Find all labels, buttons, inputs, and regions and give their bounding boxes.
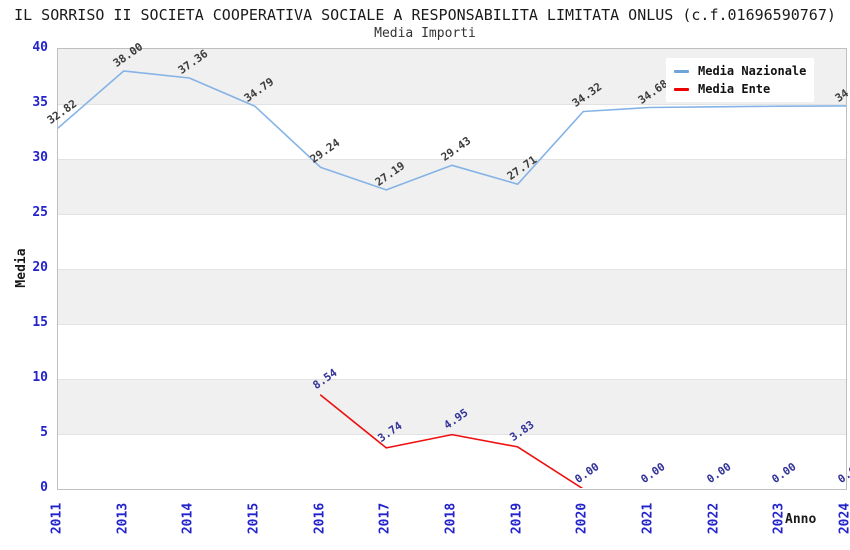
plot-area: 32.82 38.00 37.36 34.79 29.24 27.19 29.43 27.71… (45, 40, 850, 490)
legend: Media Nazionale Media Ente (666, 58, 814, 102)
x-tick-label: 2014 (180, 502, 196, 535)
gridline (58, 323, 846, 325)
point-labels-layer: 32.82 38.00 37.36 34.79 29.24 27.19 29.43 27.71… (45, 40, 850, 489)
legend-item-media-ente: Media Ente (674, 82, 814, 96)
point-label: 4.95 (441, 405, 471, 432)
x-tick-label: 2021 (640, 502, 656, 535)
x-tick-label: 2016 (312, 502, 328, 535)
y-tick-label: 20 (32, 260, 48, 275)
x-tick-label: 2011 (49, 502, 65, 535)
point-label: 29.43 (438, 134, 474, 165)
point-label: 0.00 (572, 460, 602, 486)
point-label: 34.79 (241, 75, 277, 106)
y-tick-label: 0 (40, 480, 48, 495)
x-tick-label: 2019 (509, 502, 525, 535)
point-label: 0.00 (704, 460, 734, 486)
legend-label: Media Ente (698, 82, 771, 96)
y-tick-label: 35 (32, 95, 48, 110)
y-tick-label: 25 (32, 205, 48, 220)
point-label: 37.36 (176, 47, 211, 77)
gridline (58, 213, 846, 215)
y-tick-label: 10 (32, 370, 48, 385)
x-tick-label: 2024 (837, 502, 850, 535)
point-label: 3.74 (375, 418, 405, 445)
y-tick-label: 40 (32, 40, 48, 55)
x-tick-label: 2022 (706, 502, 722, 535)
point-label: 29.24 (307, 136, 342, 167)
point-label: 0.00 (769, 460, 799, 486)
point-label: 38.00 (110, 40, 145, 70)
x-tick-label: 2015 (246, 502, 262, 535)
point-label: 27.71 (504, 153, 539, 184)
legend-label: Media Nazionale (698, 64, 807, 78)
point-label: 34.83 (832, 75, 850, 105)
point-label: 32.82 (44, 97, 80, 127)
x-tick-label: 2018 (443, 502, 459, 535)
chart-title: IL SORRISO II SOCIETA COOPERATIVA SOCIAL… (14, 6, 836, 24)
point-label: 34.32 (570, 80, 605, 111)
y-tick-label: 15 (32, 315, 48, 330)
x-axis-title: Anno (785, 512, 817, 527)
x-tick-label: 2020 (574, 502, 590, 535)
x-tick-label: 2013 (115, 502, 131, 535)
media-ente-line (319, 394, 584, 488)
point-label: 3.83 (507, 417, 537, 444)
media-ente-swatch-icon (674, 87, 689, 91)
point-label: 0.00 (638, 460, 668, 486)
legend-item-media-nazionale: Media Nazionale (674, 64, 814, 78)
chart-subtitle: Media Importi (374, 26, 476, 41)
line-chart-canvas (58, 70, 846, 488)
x-tick-label: 2017 (377, 502, 393, 535)
point-label: 0.00 (835, 460, 850, 486)
point-label: 8.54 (310, 366, 340, 392)
gridline (58, 103, 846, 105)
point-label: 27.19 (373, 159, 408, 189)
gridline (58, 378, 846, 380)
gridline (58, 268, 846, 270)
gridline (58, 158, 846, 160)
media-nazionale-swatch-icon (674, 69, 689, 73)
y-tick-label: 30 (32, 150, 48, 165)
y-tick-label: 5 (40, 425, 48, 440)
media-nazionale-line (58, 70, 846, 191)
